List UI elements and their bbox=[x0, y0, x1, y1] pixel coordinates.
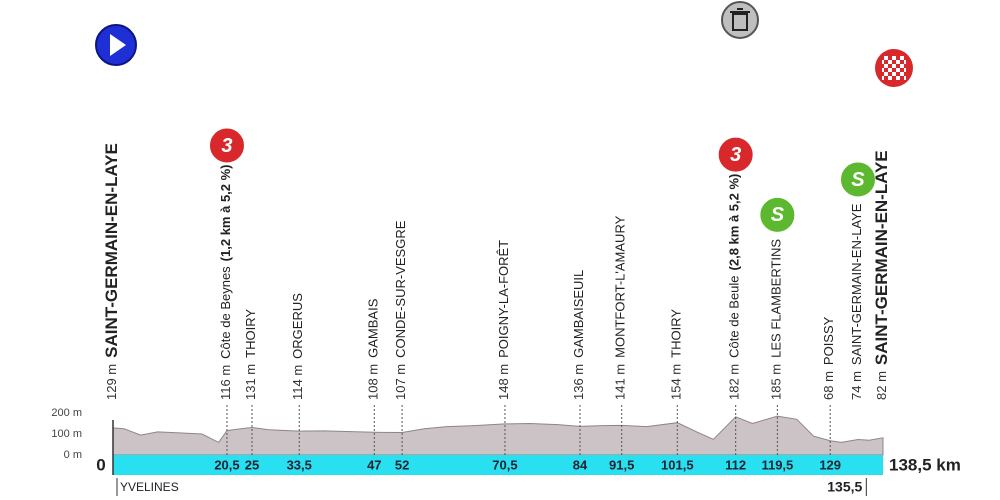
place-name: GAMBAIS bbox=[366, 298, 381, 358]
x-tick-label: 0 bbox=[96, 455, 105, 474]
place-name: Côte de Beynes bbox=[218, 266, 233, 359]
altitude: 114 m bbox=[291, 365, 306, 400]
elevation-area bbox=[112, 415, 884, 456]
icon-circle bbox=[716, 135, 755, 174]
place-name: POISSY bbox=[822, 316, 837, 365]
waypoint-label: 129 m SAINT-GERMAIN-EN-LAYE bbox=[102, 143, 121, 400]
place-name: SAINT-GERMAIN-EN-LAYE bbox=[849, 203, 864, 365]
waypoint-label: 182 m Côte de Beule (2,8 km à 5,2 %) bbox=[727, 174, 742, 400]
distance-bar bbox=[113, 455, 883, 475]
km-label: 25 bbox=[245, 457, 259, 472]
altitude: 107 m bbox=[394, 364, 409, 400]
waypoint-text: 116 m Côte de Beynes (1,2 km à 5,2 %) bbox=[218, 164, 233, 400]
icon-label: 3 bbox=[730, 144, 741, 166]
place-name: THOIRY bbox=[669, 309, 684, 358]
waypoint-label: 136 m GAMBAISEUIL bbox=[571, 270, 586, 400]
place-name: ORGERUS bbox=[291, 293, 306, 359]
altitude: 108 m bbox=[366, 364, 381, 400]
waypoint-text: 154 m THOIRY bbox=[669, 309, 684, 400]
waypoint-label: 148 m POIGNY-LA-FORÊT bbox=[496, 240, 511, 400]
place-name: GAMBAISEUIL bbox=[571, 270, 586, 358]
waypoint-label: 114 m ORGERUS bbox=[291, 293, 306, 400]
km-label: 119,5 bbox=[761, 457, 793, 472]
waypoint-text: 141 m MONTFORT-L'AMAURY bbox=[613, 215, 628, 400]
icon-label: S bbox=[771, 204, 785, 226]
altitude: 136 m bbox=[571, 364, 586, 400]
altitude: 74 m bbox=[849, 371, 864, 400]
waypoint-text: 136 m GAMBAISEUIL bbox=[571, 270, 586, 400]
finish-icon bbox=[875, 49, 913, 87]
x-tick-label: 138,5 km bbox=[889, 455, 961, 474]
waypoint-label: 74 m SAINT-GERMAIN-EN-LAYE bbox=[849, 203, 864, 400]
altitude: 185 m bbox=[769, 364, 784, 400]
altitude: 68 m bbox=[822, 371, 837, 400]
y-tick-label: 200 m bbox=[51, 407, 82, 419]
waypoint-text: 148 m POIGNY-LA-FORÊT bbox=[496, 240, 511, 400]
waypoint-text: 185 m LES FLAMBERTINS bbox=[769, 239, 784, 400]
icon-circle bbox=[838, 160, 877, 199]
altitude: 141 m bbox=[613, 364, 628, 400]
boundary-label: 135,5 bbox=[827, 479, 862, 495]
place-name: SAINT-GERMAIN-EN-LAYE bbox=[102, 143, 121, 358]
waypoint-label: 141 m MONTFORT-L'AMAURY bbox=[613, 215, 628, 400]
start-icon bbox=[95, 24, 137, 66]
altitude: 131 m bbox=[243, 364, 258, 400]
waypoint-label: 116 m Côte de Beynes (1,2 km à 5,2 %) bbox=[218, 164, 233, 400]
altitude: 82 m bbox=[874, 371, 889, 400]
icon-label: S bbox=[851, 169, 865, 191]
place-name: CONDE-SUR-VESGRE bbox=[394, 220, 409, 358]
waypoint-label: 131 m THOIRY bbox=[243, 309, 258, 400]
altitude: 182 m bbox=[727, 364, 742, 400]
km-label: 84 bbox=[573, 457, 588, 472]
waypoint-text: 107 m CONDE-SUR-VESGRE bbox=[394, 220, 409, 400]
waypoint-label: 68 m POISSY bbox=[822, 316, 837, 400]
waypoint-text: 131 m THOIRY bbox=[243, 309, 258, 400]
climb-note: (2,8 km à 5,2 %) bbox=[727, 174, 742, 271]
waypoint-text: 74 m SAINT-GERMAIN-EN-LAYE bbox=[849, 203, 864, 400]
km-label: 112 bbox=[725, 457, 746, 472]
waypoint-text: 129 m SAINT-GERMAIN-EN-LAYE bbox=[102, 143, 121, 400]
altitude: 154 m bbox=[669, 364, 684, 400]
y-tick-label: 0 m bbox=[64, 449, 82, 461]
km-label: 70,5 bbox=[492, 457, 517, 472]
waypoint-label: 108 m GAMBAIS bbox=[366, 298, 381, 400]
altitude: 148 m bbox=[496, 364, 511, 400]
region-label: YVELINES bbox=[120, 480, 179, 494]
icon-circle bbox=[758, 195, 797, 234]
waypoint-text: 68 m POISSY bbox=[822, 316, 837, 400]
waypoint-label: 185 m LES FLAMBERTINS bbox=[769, 239, 784, 400]
place-name: Côte de Beule bbox=[727, 275, 742, 357]
waypoint-text: 108 m GAMBAIS bbox=[366, 298, 381, 400]
place-name: LES FLAMBERTINS bbox=[769, 239, 784, 358]
waypoint-text: 114 m ORGERUS bbox=[291, 293, 306, 400]
km-label: 52 bbox=[395, 457, 409, 472]
feed-zone-icon bbox=[721, 1, 759, 39]
climb-note: (1,2 km à 5,2 %) bbox=[218, 164, 233, 261]
waypoint-text: 182 m Côte de Beule (2,8 km à 5,2 %) bbox=[727, 174, 742, 400]
km-label: 91,5 bbox=[609, 457, 634, 472]
altitude: 116 m bbox=[218, 365, 233, 400]
km-label: 20,5 bbox=[214, 457, 239, 472]
icon-circle bbox=[207, 126, 246, 165]
km-label: 101,5 bbox=[661, 457, 694, 472]
waypoint-label: 82 m SAINT-GERMAIN-EN-LAYE bbox=[872, 150, 891, 400]
place-name: SAINT-GERMAIN-EN-LAYE bbox=[872, 150, 891, 365]
km-label: 129 bbox=[819, 457, 841, 472]
waypoint-text: 82 m SAINT-GERMAIN-EN-LAYE bbox=[872, 150, 891, 400]
km-label: 47 bbox=[367, 457, 381, 472]
icon-label: 3 bbox=[221, 135, 232, 157]
place-name: POIGNY-LA-FORÊT bbox=[496, 240, 511, 358]
place-name: MONTFORT-L'AMAURY bbox=[613, 215, 628, 357]
waypoint-label: 154 m THOIRY bbox=[669, 309, 684, 400]
place-name: THOIRY bbox=[243, 309, 258, 358]
km-label: 33,5 bbox=[287, 457, 312, 472]
y-tick-label: 100 m bbox=[51, 428, 82, 440]
waypoint-label: 107 m CONDE-SUR-VESGRE bbox=[394, 220, 409, 400]
altitude: 129 m bbox=[104, 364, 119, 400]
